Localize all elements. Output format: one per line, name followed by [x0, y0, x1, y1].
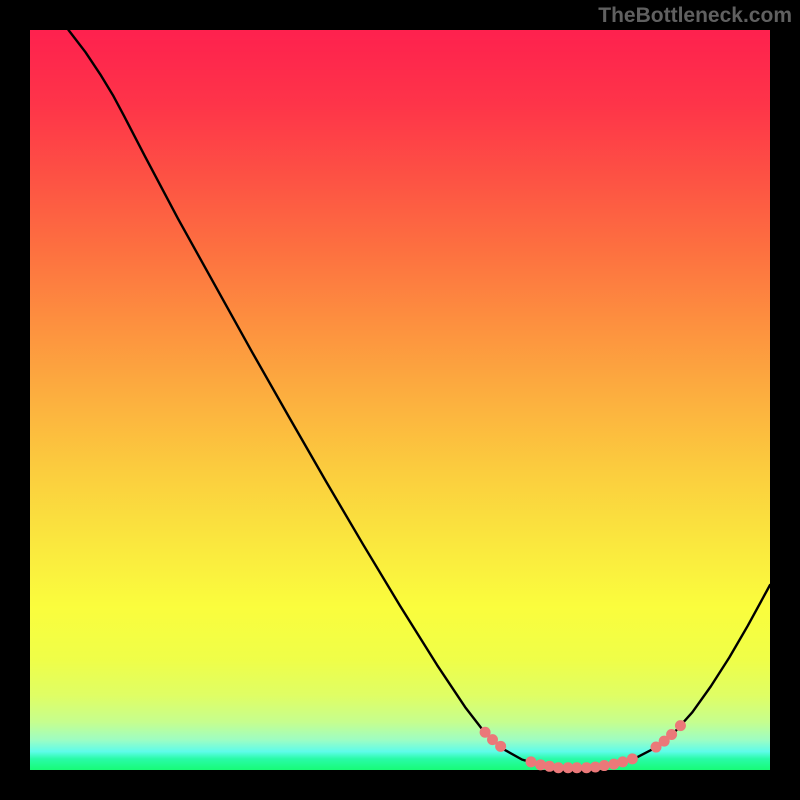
marker-point [675, 720, 686, 731]
marker-point [525, 756, 536, 767]
marker-point [599, 760, 610, 771]
marker-point [571, 762, 582, 773]
chart-svg [0, 0, 800, 800]
marker-point [553, 762, 564, 773]
marker-point [627, 753, 638, 764]
marker-point [495, 741, 506, 752]
chart-wrapper: TheBottleneck.com [0, 0, 800, 800]
attribution-text: TheBottleneck.com [598, 4, 792, 28]
marker-point [617, 756, 628, 767]
marker-point [666, 729, 677, 740]
plot-background [30, 30, 770, 770]
